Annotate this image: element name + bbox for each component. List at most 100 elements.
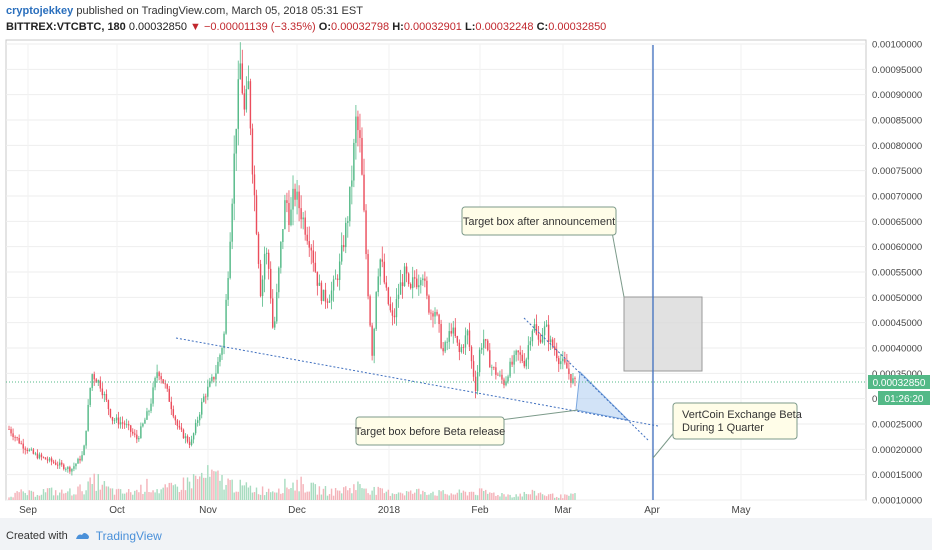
candle-body xyxy=(46,459,49,461)
candle-body xyxy=(288,202,290,226)
volume-bar xyxy=(241,485,244,500)
candle-body xyxy=(215,373,217,380)
callout-after-announcement[interactable]: Target box after announcement xyxy=(461,206,625,298)
callout-vertcoin[interactable]: VertCoin Exchange Beta During 1 Quarter xyxy=(652,402,803,459)
volume-bar xyxy=(12,497,14,500)
tradingview-brand[interactable]: TradingView xyxy=(95,529,162,543)
candle-body xyxy=(312,250,315,263)
callout-before-beta[interactable]: Target box before Beta release xyxy=(355,409,579,446)
candle-body xyxy=(391,310,394,316)
volume-bar xyxy=(142,494,144,500)
candle-body xyxy=(411,277,414,289)
candle-body xyxy=(136,434,138,440)
volume-bar xyxy=(371,490,373,500)
volume-bar xyxy=(111,488,114,500)
volume-bar xyxy=(545,496,548,500)
volume-bar xyxy=(537,493,540,500)
volume-bar xyxy=(269,492,272,500)
candle-body xyxy=(383,261,386,283)
candle-body xyxy=(424,278,426,281)
time-axis[interactable]: Sep Oct Nov Dec 2018 Feb Mar Apr May xyxy=(19,505,750,516)
price-axis[interactable]: 0.00100000 0.00095000 0.00090000 0.00085000… xyxy=(872,40,922,507)
volume-bar xyxy=(198,476,201,500)
target-triangle[interactable] xyxy=(575,370,630,421)
candle-body xyxy=(85,430,87,446)
footer: Created with TradingView xyxy=(6,526,162,546)
candle-body xyxy=(111,417,114,421)
volume-bar xyxy=(405,491,408,500)
candle-body xyxy=(205,396,207,398)
volume-bar xyxy=(50,487,53,500)
resistance-trendline[interactable] xyxy=(523,317,649,441)
price-chart[interactable]: Target box after announcement Target box… xyxy=(0,0,932,520)
low-label: L: xyxy=(465,21,476,33)
candle-body xyxy=(292,188,294,210)
volume-bar xyxy=(432,491,434,500)
volume-bar xyxy=(130,492,132,500)
y-tick-label: 0.00100000 xyxy=(872,40,922,51)
volume-bar xyxy=(132,494,134,500)
candle-body xyxy=(334,278,337,280)
volume-bar xyxy=(22,491,24,500)
volume-bar xyxy=(290,488,292,500)
volume-bar xyxy=(251,492,254,500)
volume-bar xyxy=(446,494,448,500)
candle-body xyxy=(353,142,355,181)
candle-body xyxy=(545,324,548,327)
candle-body xyxy=(259,263,262,297)
volume-bar xyxy=(18,492,20,500)
volume-bar xyxy=(430,493,432,500)
volume-bar xyxy=(162,487,164,500)
volume-bar xyxy=(314,484,317,500)
candle-body xyxy=(16,437,18,438)
volume-bar xyxy=(551,493,554,500)
candle-body xyxy=(560,361,562,365)
volume-bar xyxy=(253,492,256,500)
volume-bar xyxy=(30,490,33,500)
volume-bar xyxy=(201,472,203,500)
x-tick-label: Apr xyxy=(644,505,660,516)
volume-bar xyxy=(385,491,388,500)
candle-body xyxy=(182,429,185,439)
volume-bar xyxy=(414,492,416,500)
volume-bar xyxy=(347,490,349,500)
volume-bar xyxy=(499,496,501,500)
volume-bar xyxy=(399,492,402,500)
volume-bar xyxy=(442,490,444,500)
y-tick-label: 0.00040000 xyxy=(872,344,922,355)
volume-bar xyxy=(487,493,489,500)
candle-body xyxy=(543,326,546,336)
candle-body xyxy=(345,222,347,248)
volume-bar xyxy=(121,493,124,500)
y-tick-label: 0.00010000 xyxy=(872,496,922,507)
volume-bar xyxy=(97,474,99,500)
publisher-line: cryptojekkey published on TradingView.co… xyxy=(6,3,363,19)
volume-bar xyxy=(312,482,315,500)
target-box-after[interactable] xyxy=(623,296,703,372)
candle-body xyxy=(414,277,416,279)
y-tick-label: 0.00070000 xyxy=(872,192,922,203)
candle-body xyxy=(472,361,475,377)
candle-body xyxy=(176,420,179,426)
candle-body xyxy=(209,381,211,387)
candle-body xyxy=(336,278,339,280)
candle-body xyxy=(225,299,227,334)
candle-body xyxy=(280,242,282,268)
candle-body xyxy=(375,292,377,329)
author-name[interactable]: cryptojekkey xyxy=(6,5,74,17)
candle-body xyxy=(387,287,390,305)
candle-body xyxy=(263,253,266,280)
volume-bar xyxy=(73,494,75,500)
candle-body xyxy=(407,273,410,285)
candle-body xyxy=(134,433,136,435)
volume-bar xyxy=(233,492,235,500)
candle-body xyxy=(227,277,229,300)
candle-body xyxy=(239,63,241,80)
candle-body xyxy=(83,445,85,456)
candle-body xyxy=(574,378,576,380)
volume-bar xyxy=(383,493,386,500)
candle-body xyxy=(48,458,51,461)
candle-body xyxy=(30,449,33,451)
candle-body xyxy=(235,128,237,154)
volume-bar xyxy=(553,497,556,500)
